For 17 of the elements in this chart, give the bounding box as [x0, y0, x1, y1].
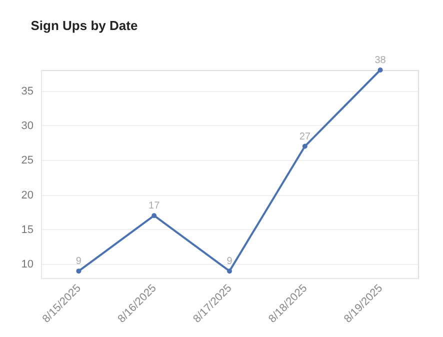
- y-tick-label: 15: [21, 224, 34, 236]
- point: [302, 144, 308, 149]
- y-tick-label: 25: [21, 154, 34, 167]
- y-tick-label: 30: [21, 120, 34, 132]
- data-label: 9: [76, 256, 82, 268]
- data-label: 9: [226, 256, 233, 268]
- point: [378, 68, 383, 72]
- y-tick-label: 20: [21, 189, 34, 202]
- data-label: 17: [148, 200, 160, 212]
- y-tick-label: 35: [21, 85, 34, 98]
- y-tick-label: 10: [21, 258, 34, 271]
- chart-title: Sign Ups by Date: [30, 18, 138, 33]
- data-label: 27: [299, 131, 311, 142]
- point: [152, 213, 157, 218]
- data-label: 38: [374, 55, 386, 66]
- point: [227, 268, 232, 274]
- point: [76, 268, 82, 274]
